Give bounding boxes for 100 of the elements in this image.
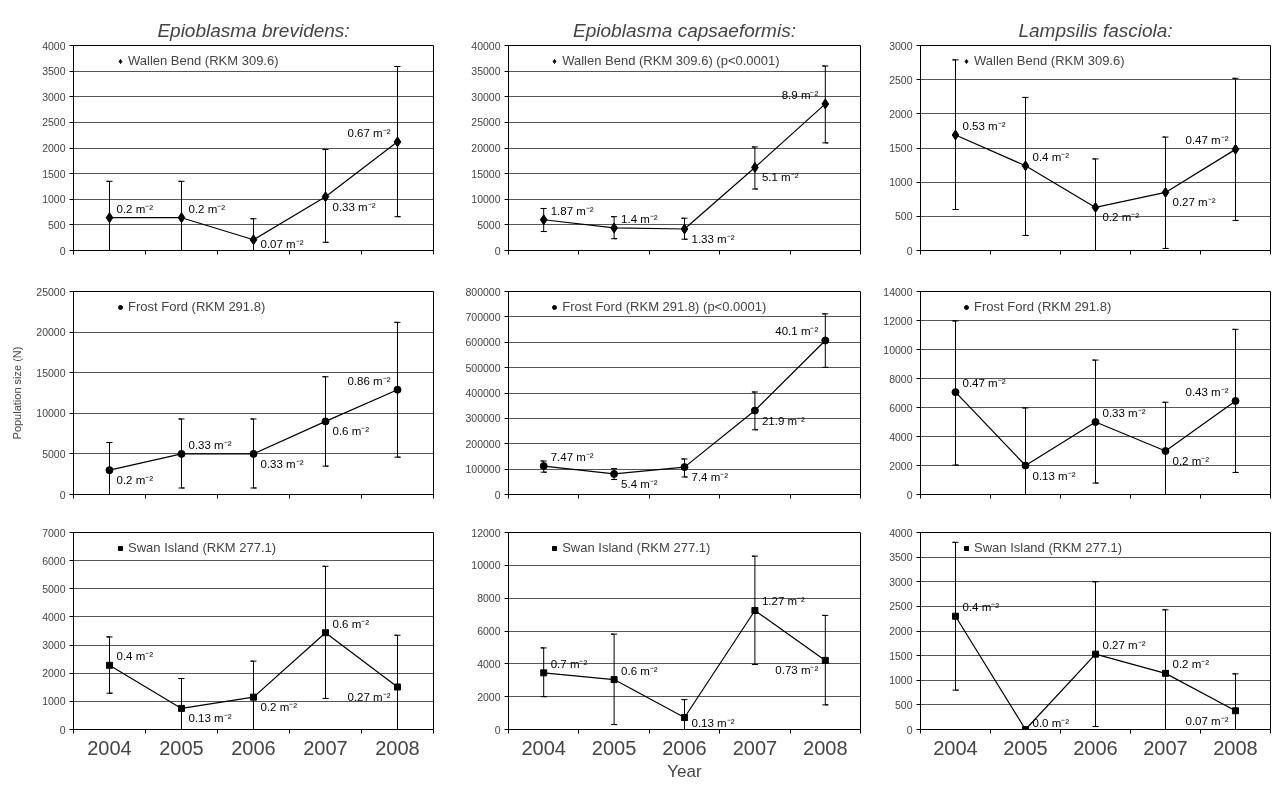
- y-tick-label: 12000: [883, 314, 913, 327]
- point: [1231, 396, 1240, 405]
- y-tick-label: 2500: [42, 116, 66, 129]
- x-tick-label: 2008: [803, 736, 848, 759]
- x-tick-label: 2007: [1143, 736, 1188, 759]
- x-tick-label: 2008: [1213, 736, 1258, 759]
- annotation: 0.4 m⁻²: [116, 650, 154, 663]
- y-tick-label: 3500: [42, 65, 66, 78]
- point: [750, 406, 759, 415]
- point: [178, 704, 185, 712]
- annotation: 0.2 m⁻²: [188, 202, 226, 215]
- y-tick-label: 2000: [889, 107, 913, 120]
- annotation: 0.6 m⁻²: [332, 617, 370, 630]
- annotation: 1.33 m⁻²: [691, 232, 735, 245]
- y-tick-label: 2500: [889, 600, 913, 613]
- point: [1021, 461, 1030, 470]
- y-tick-label: 1000: [889, 674, 913, 687]
- point: [1092, 650, 1099, 658]
- point: [1161, 447, 1170, 455]
- y-tick-label: 0: [906, 723, 913, 736]
- x-tick-label: 2004: [933, 736, 978, 759]
- y-tick-label: 6000: [889, 401, 913, 414]
- y-tick-label: 15000: [471, 167, 501, 180]
- x-tick-label: 2004: [521, 736, 566, 759]
- point: [1232, 707, 1239, 715]
- y-tick-label: 0: [59, 488, 66, 501]
- annotation: 7.47 m⁻²: [550, 451, 594, 464]
- annotation: 0.27 m⁻²: [1102, 639, 1146, 652]
- y-tick-label: 500000: [465, 361, 501, 374]
- annotation: 0.2 m⁻²: [116, 474, 154, 487]
- y-tick-label: 5000: [42, 447, 66, 460]
- annotation: 1.87 m⁻²: [550, 204, 594, 217]
- x-tick-label: 2005: [159, 736, 204, 759]
- y-tick-label: 5000: [42, 582, 66, 595]
- y-tick-label: 0: [494, 723, 501, 736]
- point: [249, 234, 258, 246]
- chart-title: Epioblasma brevidens:: [157, 19, 350, 41]
- y-tick-label: 20000: [36, 326, 66, 339]
- point: [539, 214, 548, 226]
- point: [951, 388, 960, 397]
- annotation: 0.73 m⁻²: [775, 664, 819, 677]
- y-tick-label: 4000: [42, 610, 66, 623]
- y-tick-label: 1000: [42, 193, 66, 206]
- y-tick-label: 1500: [42, 167, 66, 180]
- point: [249, 449, 258, 458]
- annotation: 0.2 m⁻²: [116, 202, 154, 215]
- point: [680, 463, 689, 472]
- point: [681, 714, 688, 722]
- point: [821, 98, 830, 110]
- annotation: 7.4 m⁻²: [691, 471, 729, 484]
- x-tick-label: 2007: [303, 736, 348, 759]
- point: [177, 449, 186, 458]
- y-tick-label: 7000: [42, 526, 66, 539]
- legend-label: Frost Ford (RKM 291.8): [974, 299, 1112, 314]
- annotation: 0.67 m⁻²: [347, 126, 391, 139]
- point: [105, 212, 114, 224]
- y-tick-label: 4000: [889, 430, 913, 443]
- annotation: 0.13 m⁻²: [1032, 469, 1076, 482]
- y-tick-label: 3000: [42, 639, 66, 652]
- annotation: 0.2 m⁻²: [1172, 455, 1210, 467]
- annotation: 0.33 m⁻²: [332, 200, 376, 213]
- y-tick-label: 2000: [477, 690, 501, 703]
- y-tick-label: 5000: [477, 218, 501, 231]
- point: [951, 129, 960, 141]
- point: [751, 606, 759, 614]
- y-tick-label: 0: [494, 488, 501, 501]
- annotation: 5.4 m⁻²: [621, 477, 658, 490]
- y-tick-label: 8000: [477, 592, 501, 605]
- y-tick-label: 40000: [471, 39, 501, 52]
- y-tick-label: 1000: [42, 695, 66, 708]
- annotation: 0.27 m⁻²: [1172, 196, 1216, 209]
- point: [177, 212, 186, 224]
- y-tick-label: 1500: [889, 649, 913, 662]
- y-tick-label: 20000: [471, 142, 501, 154]
- y-tick-label: 0: [906, 244, 913, 257]
- annotation: 0.43 m⁻²: [1185, 385, 1229, 398]
- point: [250, 693, 257, 701]
- y-tick-label: 3500: [889, 551, 913, 564]
- point: [952, 612, 959, 620]
- annotation: 0.2 m⁻²: [260, 701, 298, 714]
- point: [821, 336, 830, 345]
- y-tick-label: 1000: [889, 176, 913, 189]
- point: [1231, 143, 1240, 155]
- y-tick-label: 3000: [889, 39, 913, 52]
- point: [106, 661, 113, 669]
- legend-label: Wallen Bend (RKM 309.6): [974, 53, 1125, 68]
- y-tick-label: 500: [894, 698, 913, 711]
- annotation: 0.33 m⁻²: [1102, 407, 1146, 419]
- point: [393, 136, 402, 148]
- y-tick-label: 15000: [36, 366, 66, 379]
- point: [105, 466, 114, 475]
- annotation: 0.6 m⁻²: [621, 664, 658, 677]
- y-tick-label: 25000: [471, 116, 501, 129]
- x-tick-label: 2007: [732, 736, 778, 759]
- y-tick-label: 10000: [471, 559, 501, 572]
- y-tick-label: 500: [894, 210, 913, 223]
- annotation: 0.53 m⁻²: [962, 120, 1006, 133]
- y-tick-label: 35000: [471, 65, 501, 78]
- annotation: 1.4 m⁻²: [621, 212, 658, 225]
- annotation: 0.47 m⁻²: [1185, 134, 1229, 147]
